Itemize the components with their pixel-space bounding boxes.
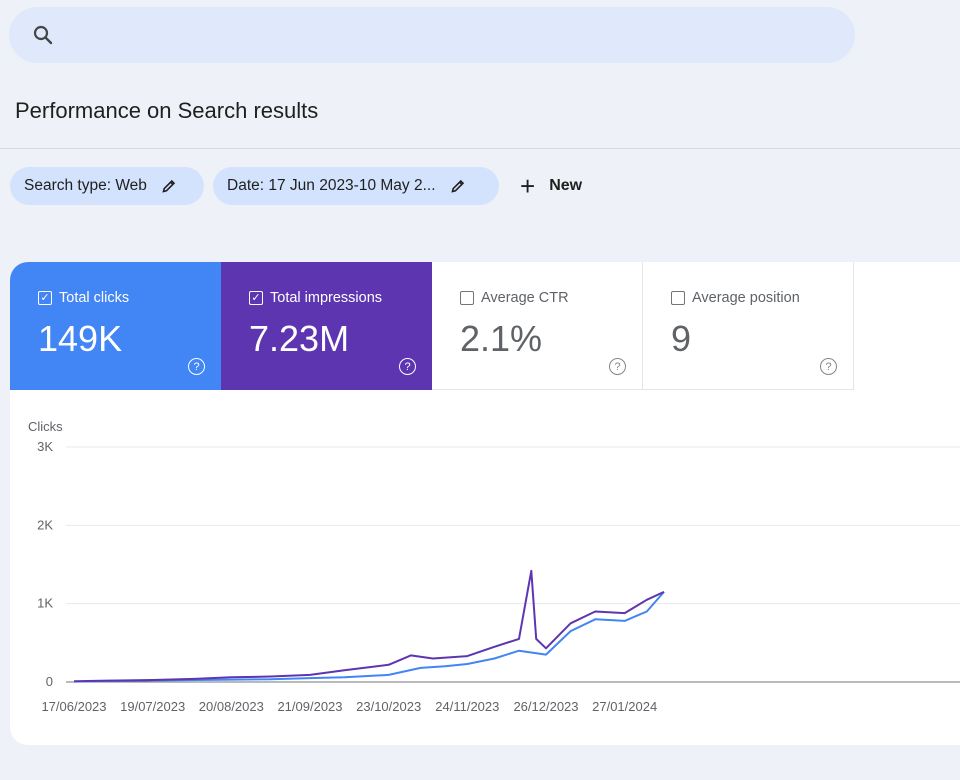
y-tick-label: 3K — [37, 439, 53, 454]
x-tick-label: 21/09/2023 — [277, 699, 342, 714]
metric-value: 7.23M — [249, 318, 350, 359]
metric-card-total-impressions[interactable]: ✓ Total impressions 7.23M ? — [221, 262, 432, 390]
search-icon — [33, 25, 53, 45]
filter-chip-label: Date: 17 Jun 2023-10 May 2... — [227, 177, 436, 194]
x-tick-label: 19/07/2023 — [120, 699, 185, 714]
edit-icon[interactable] — [450, 178, 466, 194]
metric-card-average-position[interactable]: Average position 9 ? — [643, 262, 854, 390]
metric-label: Total clicks — [59, 290, 130, 306]
metric-label: Total impressions — [270, 290, 383, 306]
y-tick-label: 1K — [37, 596, 53, 611]
divider — [0, 148, 960, 149]
checkbox-checked-icon[interactable]: ✓ — [249, 291, 263, 305]
checkbox-unchecked-icon[interactable] — [460, 291, 474, 305]
checkbox-unchecked-icon[interactable] — [671, 291, 685, 305]
filter-chip-label: Search type: Web — [24, 177, 147, 194]
x-tick-label: 23/10/2023 — [356, 699, 421, 714]
y-tick-label: 0 — [46, 674, 53, 689]
performance-chart: Clicks 0 1K 2K 3K 17/06/2023 19/07/2023 20/08/2… — [10, 390, 960, 730]
edit-icon[interactable] — [161, 178, 177, 194]
x-tick-label: 26/12/2023 — [513, 699, 578, 714]
help-icon[interactable]: ? — [188, 358, 205, 375]
series-line-clicks — [73, 591, 665, 683]
chart-background — [10, 390, 960, 730]
plus-icon: + — [520, 171, 536, 201]
help-icon[interactable]: ? — [820, 358, 837, 375]
metric-label: Average CTR — [481, 290, 569, 306]
page-title: Performance on Search results — [15, 98, 319, 123]
x-tick-label: 17/06/2023 — [41, 699, 106, 714]
new-filter-label: New — [549, 177, 583, 194]
x-tick-label: 20/08/2023 — [199, 699, 264, 714]
metric-value: 9 — [671, 318, 692, 359]
metric-value: 149K — [38, 318, 123, 359]
checkbox-checked-icon[interactable]: ✓ — [38, 291, 52, 305]
metric-card-average-ctr[interactable]: Average CTR 2.1% ? — [432, 262, 643, 390]
series-line-impressions — [73, 569, 665, 683]
filter-chip-date[interactable]: Date: 17 Jun 2023-10 May 2... — [213, 167, 499, 205]
help-icon[interactable]: ? — [609, 358, 626, 375]
y-axis-label: Clicks — [28, 419, 63, 434]
y-tick-label: 2K — [37, 517, 53, 532]
metric-label: Average position — [692, 290, 800, 306]
help-icon[interactable]: ? — [399, 358, 416, 375]
search-bar[interactable] — [9, 7, 855, 63]
filter-chip-search-type[interactable]: Search type: Web — [10, 167, 204, 205]
x-tick-label: 24/11/2023 — [435, 699, 499, 714]
x-tick-label: 27/01/2024 — [592, 699, 657, 714]
metric-value: 2.1% — [460, 318, 543, 359]
metric-card-total-clicks[interactable]: ✓ Total clicks 149K ? — [10, 262, 221, 390]
new-filter-button[interactable]: + New — [520, 170, 582, 202]
